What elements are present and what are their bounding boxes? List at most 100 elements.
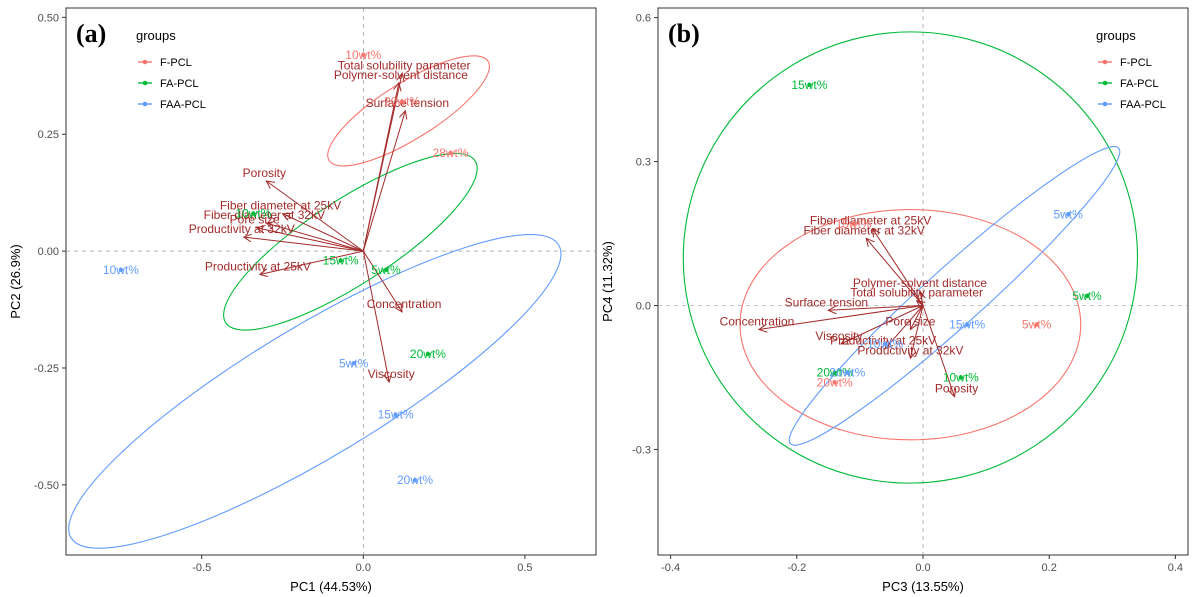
data-point-label: 20wt%: [410, 347, 446, 361]
data-point: [251, 211, 256, 216]
loading-vector: [910, 305, 924, 358]
data-point: [845, 370, 850, 375]
x-tick-label: 0.4: [1168, 562, 1183, 574]
data-point-label: 5wt%: [1053, 207, 1083, 221]
loading-vector: [362, 251, 389, 382]
loading-vector: [841, 305, 924, 343]
data-point: [1034, 322, 1039, 327]
data-point-label: 10wt%: [235, 207, 271, 221]
confidence-ellipse-fa-pcl: [223, 152, 478, 331]
data-point: [338, 258, 343, 263]
loading-vector-label: Porosity: [243, 166, 286, 180]
data-point-label: 20wt%: [829, 366, 865, 380]
panel-label: (a): [76, 19, 106, 48]
x-tick-label: -0.4: [661, 562, 680, 574]
y-tick-label: 0.50: [38, 12, 59, 24]
loading-vector-label: Concentration: [720, 314, 795, 328]
legend-label: F-PCL: [1120, 57, 1152, 69]
y-tick-label: 0.6: [636, 13, 651, 25]
data-point: [118, 267, 124, 273]
loading-vector: [257, 228, 364, 252]
y-tick-label: -0.50: [34, 480, 59, 492]
legend-key-point: [142, 101, 148, 107]
loading-vector-label: Productivity at 25kV: [205, 259, 311, 273]
loading-vector-label: Productivity at 25kV: [830, 334, 936, 348]
x-tick-label: -0.2: [787, 562, 806, 574]
data-point: [832, 380, 837, 385]
data-point-label: 15wt%: [949, 318, 985, 332]
loading-vector: [362, 111, 405, 252]
data-point: [393, 412, 398, 417]
y-tick-label: 0.00: [38, 246, 59, 258]
data-point: [1065, 212, 1071, 217]
loading-vector: [266, 181, 364, 252]
legend-key-point: [1102, 101, 1108, 107]
x-axis-title: PC1 (44.53%): [290, 579, 372, 594]
data-point-label: 15wt%: [836, 217, 872, 231]
loading-vector-label: Viscosity: [815, 329, 862, 343]
legend: groups F-PCL FA-PCL FAA-PCL: [1096, 28, 1166, 111]
data-point: [361, 52, 366, 57]
data-point-label: 10wt%: [345, 48, 381, 62]
legend-key-point: [142, 80, 148, 86]
data-point: [958, 375, 964, 380]
legend-label: FAA-PCL: [160, 99, 206, 111]
legend-label: FA-PCL: [160, 78, 199, 90]
loading-vector-label: Polymer-solvent distance: [853, 276, 987, 290]
loading-vector: [244, 237, 364, 252]
y-axis-title: PC2 (26.9%): [8, 244, 23, 318]
loading-vector-label: Fiber diameter at 25kV: [810, 214, 931, 228]
legend-key-point: [142, 59, 148, 65]
panel-b: -0.4 -0.2 0.0 0.2 0.4 -0.3 0.0 0.3 0.6 PC3 (13.55…: [600, 7, 1189, 594]
panel-label: (b): [668, 19, 700, 48]
data-point-label: 20wt%: [817, 366, 853, 380]
data-point: [383, 267, 389, 273]
confidence-ellipse-fa-pcl: [682, 31, 1139, 484]
x-tick-label: -0.5: [192, 562, 211, 574]
data-point-label: 15wt%: [323, 253, 359, 267]
x-axis-title: PC3 (13.55%): [882, 579, 964, 594]
data-point: [851, 221, 856, 227]
legend: groups F-PCL FA-PCL FAA-PCL: [136, 28, 206, 111]
loading-vector: [910, 305, 924, 329]
data-point: [807, 82, 812, 87]
data-point-label: 10wt%: [943, 370, 979, 384]
data-point-label: 10wt%: [103, 263, 139, 277]
loading-vector-label: Viscosity: [368, 367, 415, 381]
loading-vector: [917, 301, 923, 306]
data-point: [1084, 293, 1090, 299]
panel-a: -0.5 0.0 0.5 -0.50 -0.25 0.00 0.25 0.50 PC1 (44.…: [8, 7, 597, 594]
y-axis-title: PC4 (11.32%): [600, 241, 615, 322]
loading-vector: [362, 83, 399, 252]
data-point: [399, 99, 405, 104]
loading-vector-label: Polymer-solvent distance: [334, 68, 468, 82]
legend-label: F-PCL: [160, 57, 192, 69]
data-point-label: 5wt%: [1072, 289, 1102, 303]
loading-vector: [866, 238, 924, 306]
legend-title: groups: [136, 28, 176, 43]
confidence-ellipse-f-pcl: [739, 208, 1082, 441]
loading-vector-label: Fiber diameter at 32kV: [204, 208, 325, 222]
legend-key-point: [1102, 59, 1108, 65]
y-tick-label: 0.0: [636, 300, 651, 312]
loading-vector: [362, 250, 402, 312]
loading-vector: [759, 304, 924, 329]
loading-vector-label: Porosity: [935, 382, 978, 396]
legend-key-point: [1102, 80, 1108, 86]
loading-vector-label: Fiber diameter at 32kV: [804, 223, 925, 237]
plot-area: [65, 7, 597, 556]
loading-vector: [873, 229, 924, 306]
data-point: [448, 150, 453, 156]
data-point: [425, 351, 431, 357]
data-point-label: 5wt%: [1022, 318, 1052, 332]
legend-label: FAA-PCL: [1120, 99, 1166, 111]
loading-vector-label: Total solubility parameter: [338, 58, 471, 72]
confidence-ellipse-faa-pcl: [68, 233, 562, 549]
legend-label: FA-PCL: [1120, 78, 1159, 90]
loading-vector-label: Total solubility parameter: [850, 286, 983, 300]
data-point: [351, 361, 356, 366]
confidence-ellipse-faa-pcl: [788, 146, 1121, 446]
y-tick-label: 0.3: [636, 157, 651, 169]
